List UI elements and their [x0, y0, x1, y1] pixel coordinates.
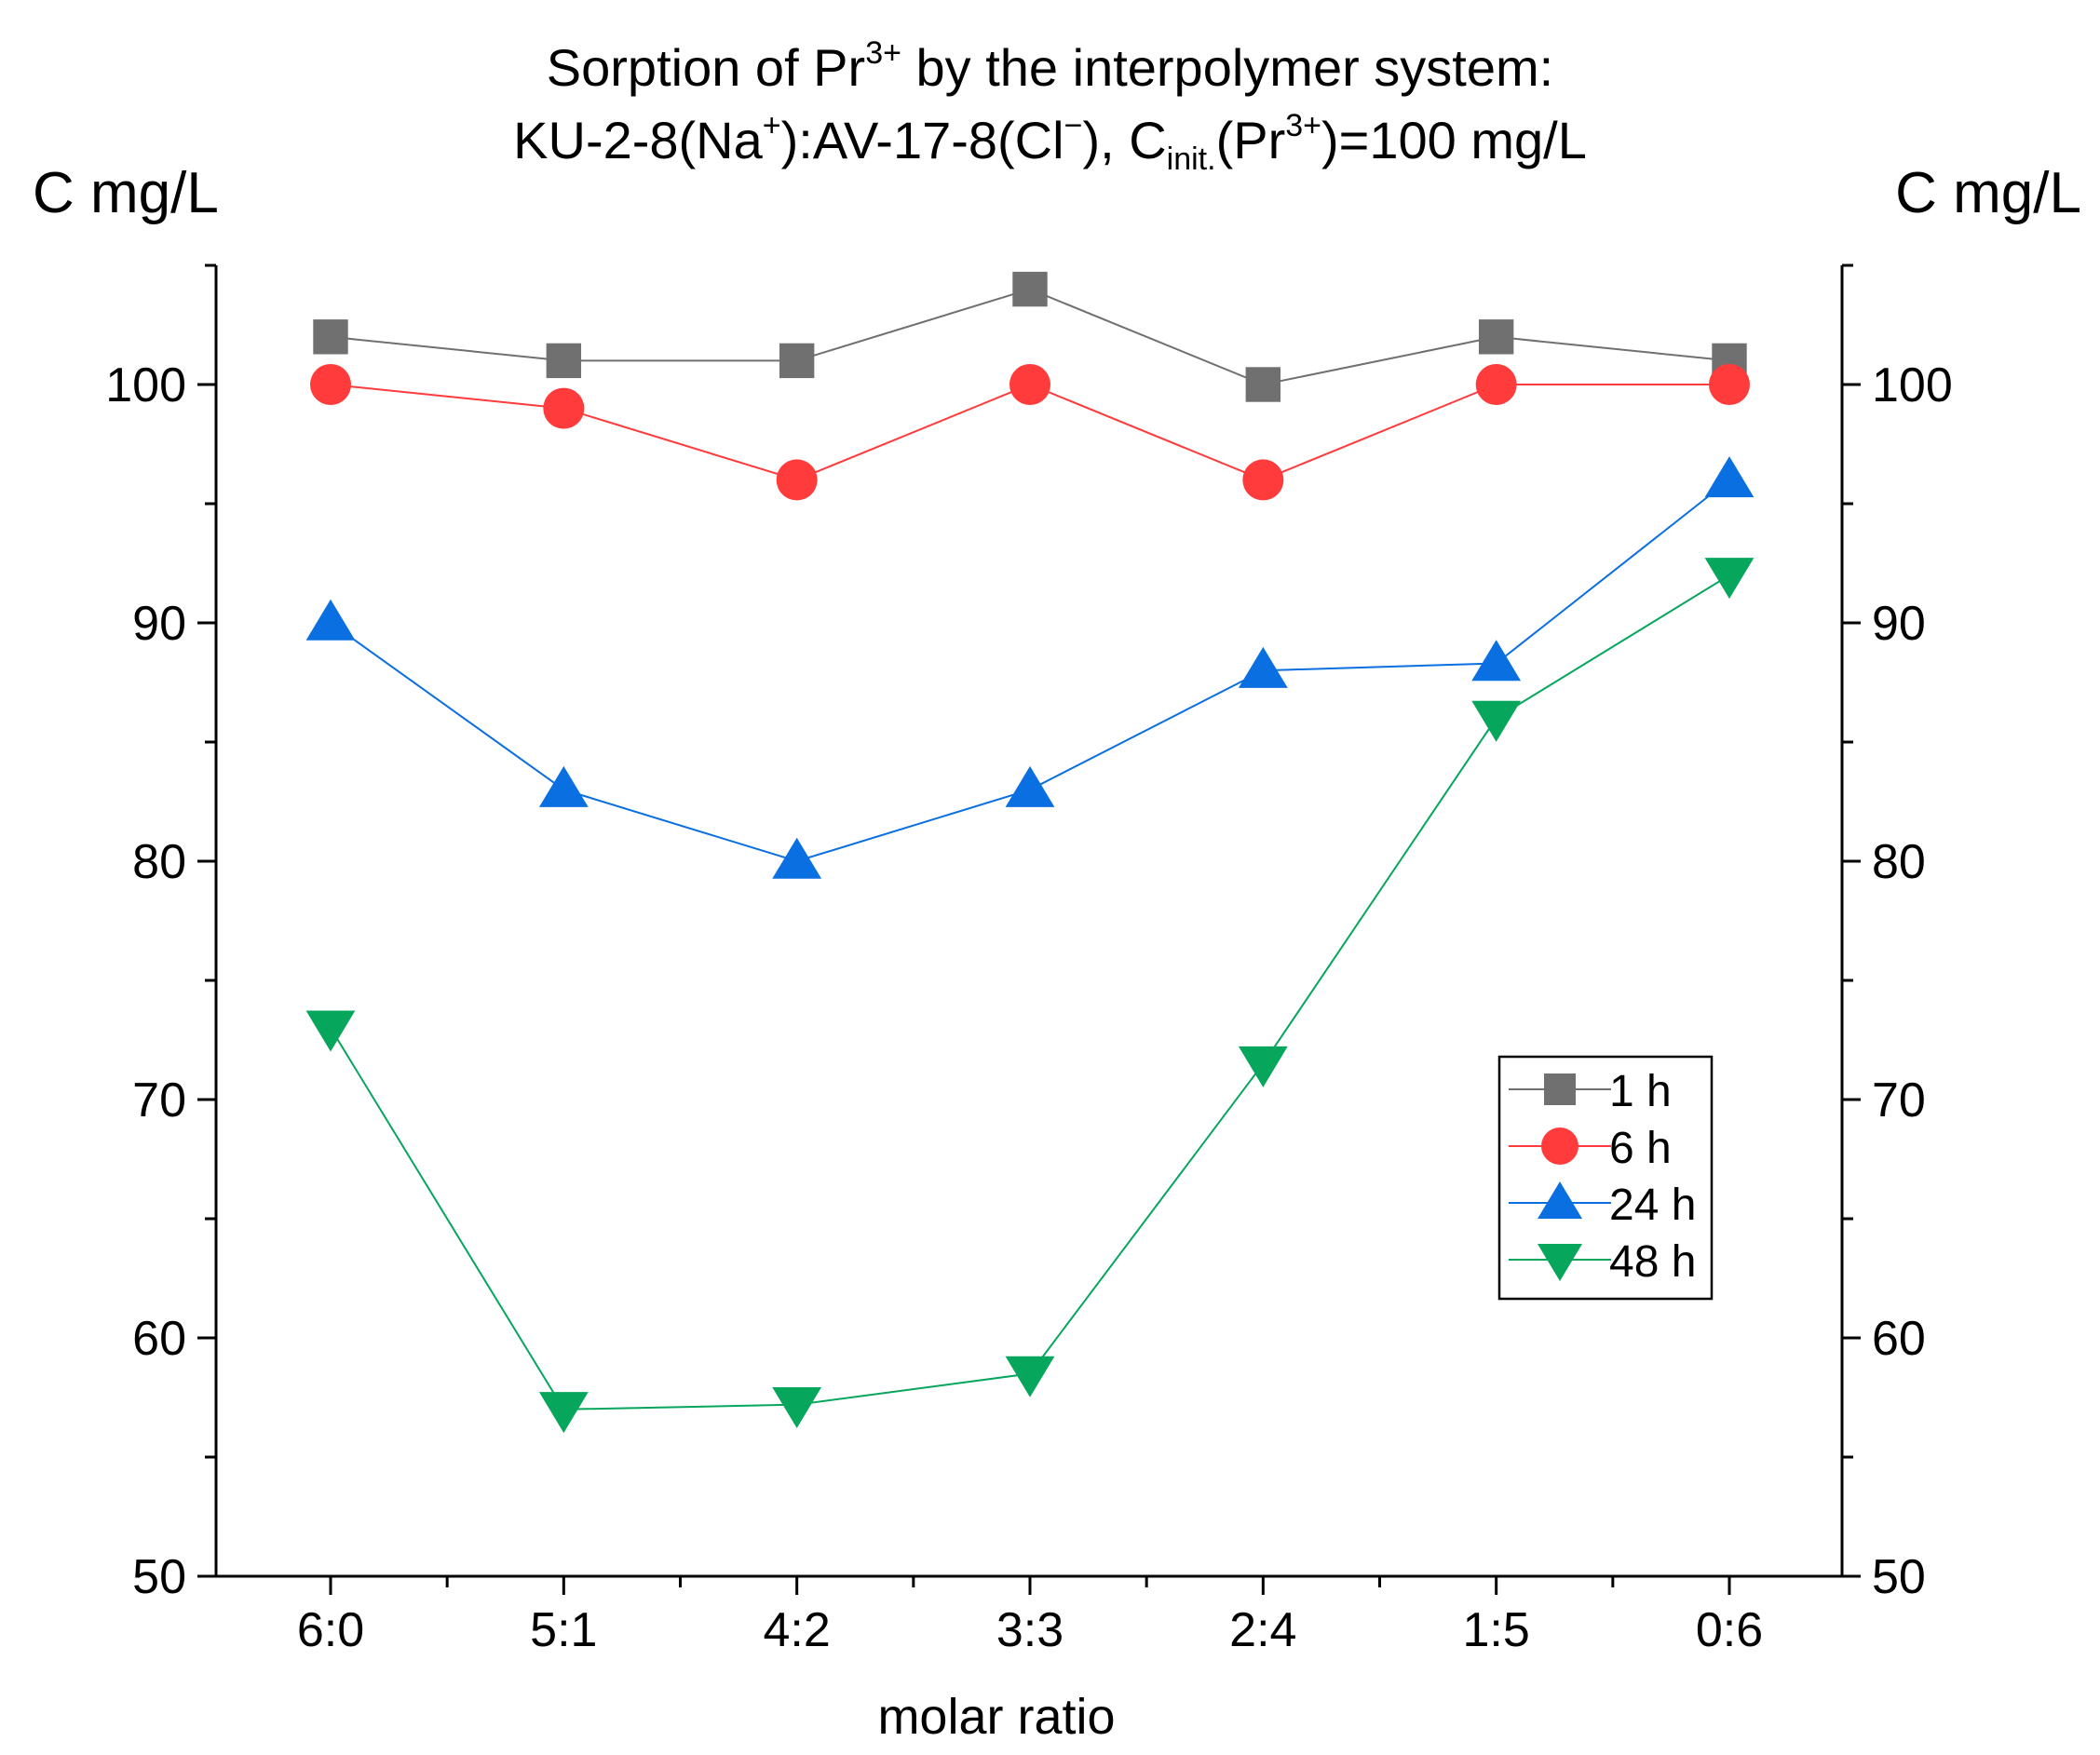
data-point-1h: [1245, 367, 1281, 402]
y-tick-label-right: 90: [1872, 597, 1926, 651]
legend-label: 24 h: [1609, 1181, 1696, 1230]
data-point-48h: [305, 1010, 356, 1052]
x-tick-label: 0:6: [1696, 1603, 1763, 1657]
y-tick-label-left: 60: [132, 1312, 186, 1366]
legend-label: 48 h: [1609, 1237, 1696, 1287]
data-point-24h: [772, 837, 822, 879]
y-axis-label-left: C mg/L: [33, 161, 219, 225]
x-axis-label: molar ratio: [877, 1689, 1115, 1745]
data-point-24h: [1238, 646, 1288, 688]
x-tick-label: 2:4: [1229, 1603, 1296, 1657]
y-tick-label-right: 100: [1872, 358, 1953, 412]
chart-title-line-2: KU-2-8(Na+):AV-17-8(Cl−), Cinit.(Pr3+)=1…: [513, 108, 1587, 177]
legend-entry-24h: 24 h: [1509, 1181, 1696, 1230]
legend-label: 6 h: [1609, 1124, 1672, 1173]
y-tick-label-right: 70: [1872, 1073, 1926, 1127]
data-point-1h: [779, 343, 815, 379]
data-point-48h: [1471, 700, 1522, 742]
x-tick-label: 3:3: [996, 1603, 1064, 1657]
series-48h: [305, 558, 1755, 1434]
chart-title-line-1: Sorption of Pr3+ by the interpolymer sys…: [546, 35, 1554, 97]
legend-marker: [1538, 1244, 1582, 1281]
data-point-6h: [1709, 364, 1750, 405]
legend-entry-1h: 1 h: [1509, 1067, 1672, 1116]
y-tick-label-left: 70: [132, 1073, 186, 1127]
data-point-1h: [1478, 319, 1514, 355]
data-point-6h: [776, 459, 818, 501]
series-6h: [310, 364, 1750, 501]
y-tick-label-right: 80: [1872, 835, 1926, 889]
data-point-24h: [1005, 765, 1055, 807]
y-tick-label-right: 50: [1872, 1550, 1926, 1604]
data-point-1h: [546, 343, 582, 379]
data-point-1h: [1012, 271, 1048, 307]
x-tick-label: 6:0: [297, 1603, 364, 1657]
data-point-24h: [1704, 456, 1755, 498]
data-point-48h: [1005, 1356, 1055, 1397]
data-point-6h: [1009, 364, 1050, 405]
series-group: [305, 271, 1755, 1434]
data-point-1h: [313, 319, 348, 355]
data-point-48h: [538, 1392, 589, 1434]
data-point-48h: [1704, 558, 1755, 600]
data-point-24h: [538, 765, 589, 807]
axes: 50 50 60 60 70 70 80 80 90 90 100 100 6:0 5:1 4:2 3:3 2:…: [105, 263, 1953, 1657]
data-point-24h: [305, 599, 356, 641]
y-tick-label-right: 60: [1872, 1312, 1926, 1366]
x-tick-label: 1:5: [1463, 1603, 1530, 1657]
y-tick-label-left: 50: [132, 1550, 186, 1604]
legend-entry-6h: 6 h: [1509, 1124, 1672, 1173]
legend-marker: [1538, 1181, 1582, 1219]
data-point-48h: [1238, 1046, 1288, 1087]
legend-entry-48h: 48 h: [1509, 1237, 1696, 1287]
y-axis-label-right: C mg/L: [1895, 161, 2081, 225]
x-tick-label: 4:2: [764, 1603, 831, 1657]
legend-box: [1497, 1055, 1714, 1301]
legend: 1 h 6 h 24 h 48 h: [1497, 1055, 1714, 1301]
data-point-6h: [310, 364, 351, 405]
series-1h: [313, 271, 1747, 402]
data-point-6h: [543, 387, 585, 429]
y-tick-label-left: 80: [132, 835, 186, 889]
data-point-6h: [1242, 459, 1284, 501]
data-point-24h: [1471, 640, 1522, 682]
data-point-48h: [772, 1386, 822, 1428]
data-point-6h: [1475, 364, 1517, 405]
y-tick-label-left: 100: [105, 358, 186, 412]
legend-label: 1 h: [1609, 1067, 1672, 1116]
legend-marker: [1541, 1127, 1578, 1165]
series-24h: [305, 456, 1755, 879]
y-tick-label-left: 90: [132, 597, 186, 651]
legend-marker: [1544, 1073, 1576, 1105]
x-tick-label: 5:1: [530, 1603, 597, 1657]
